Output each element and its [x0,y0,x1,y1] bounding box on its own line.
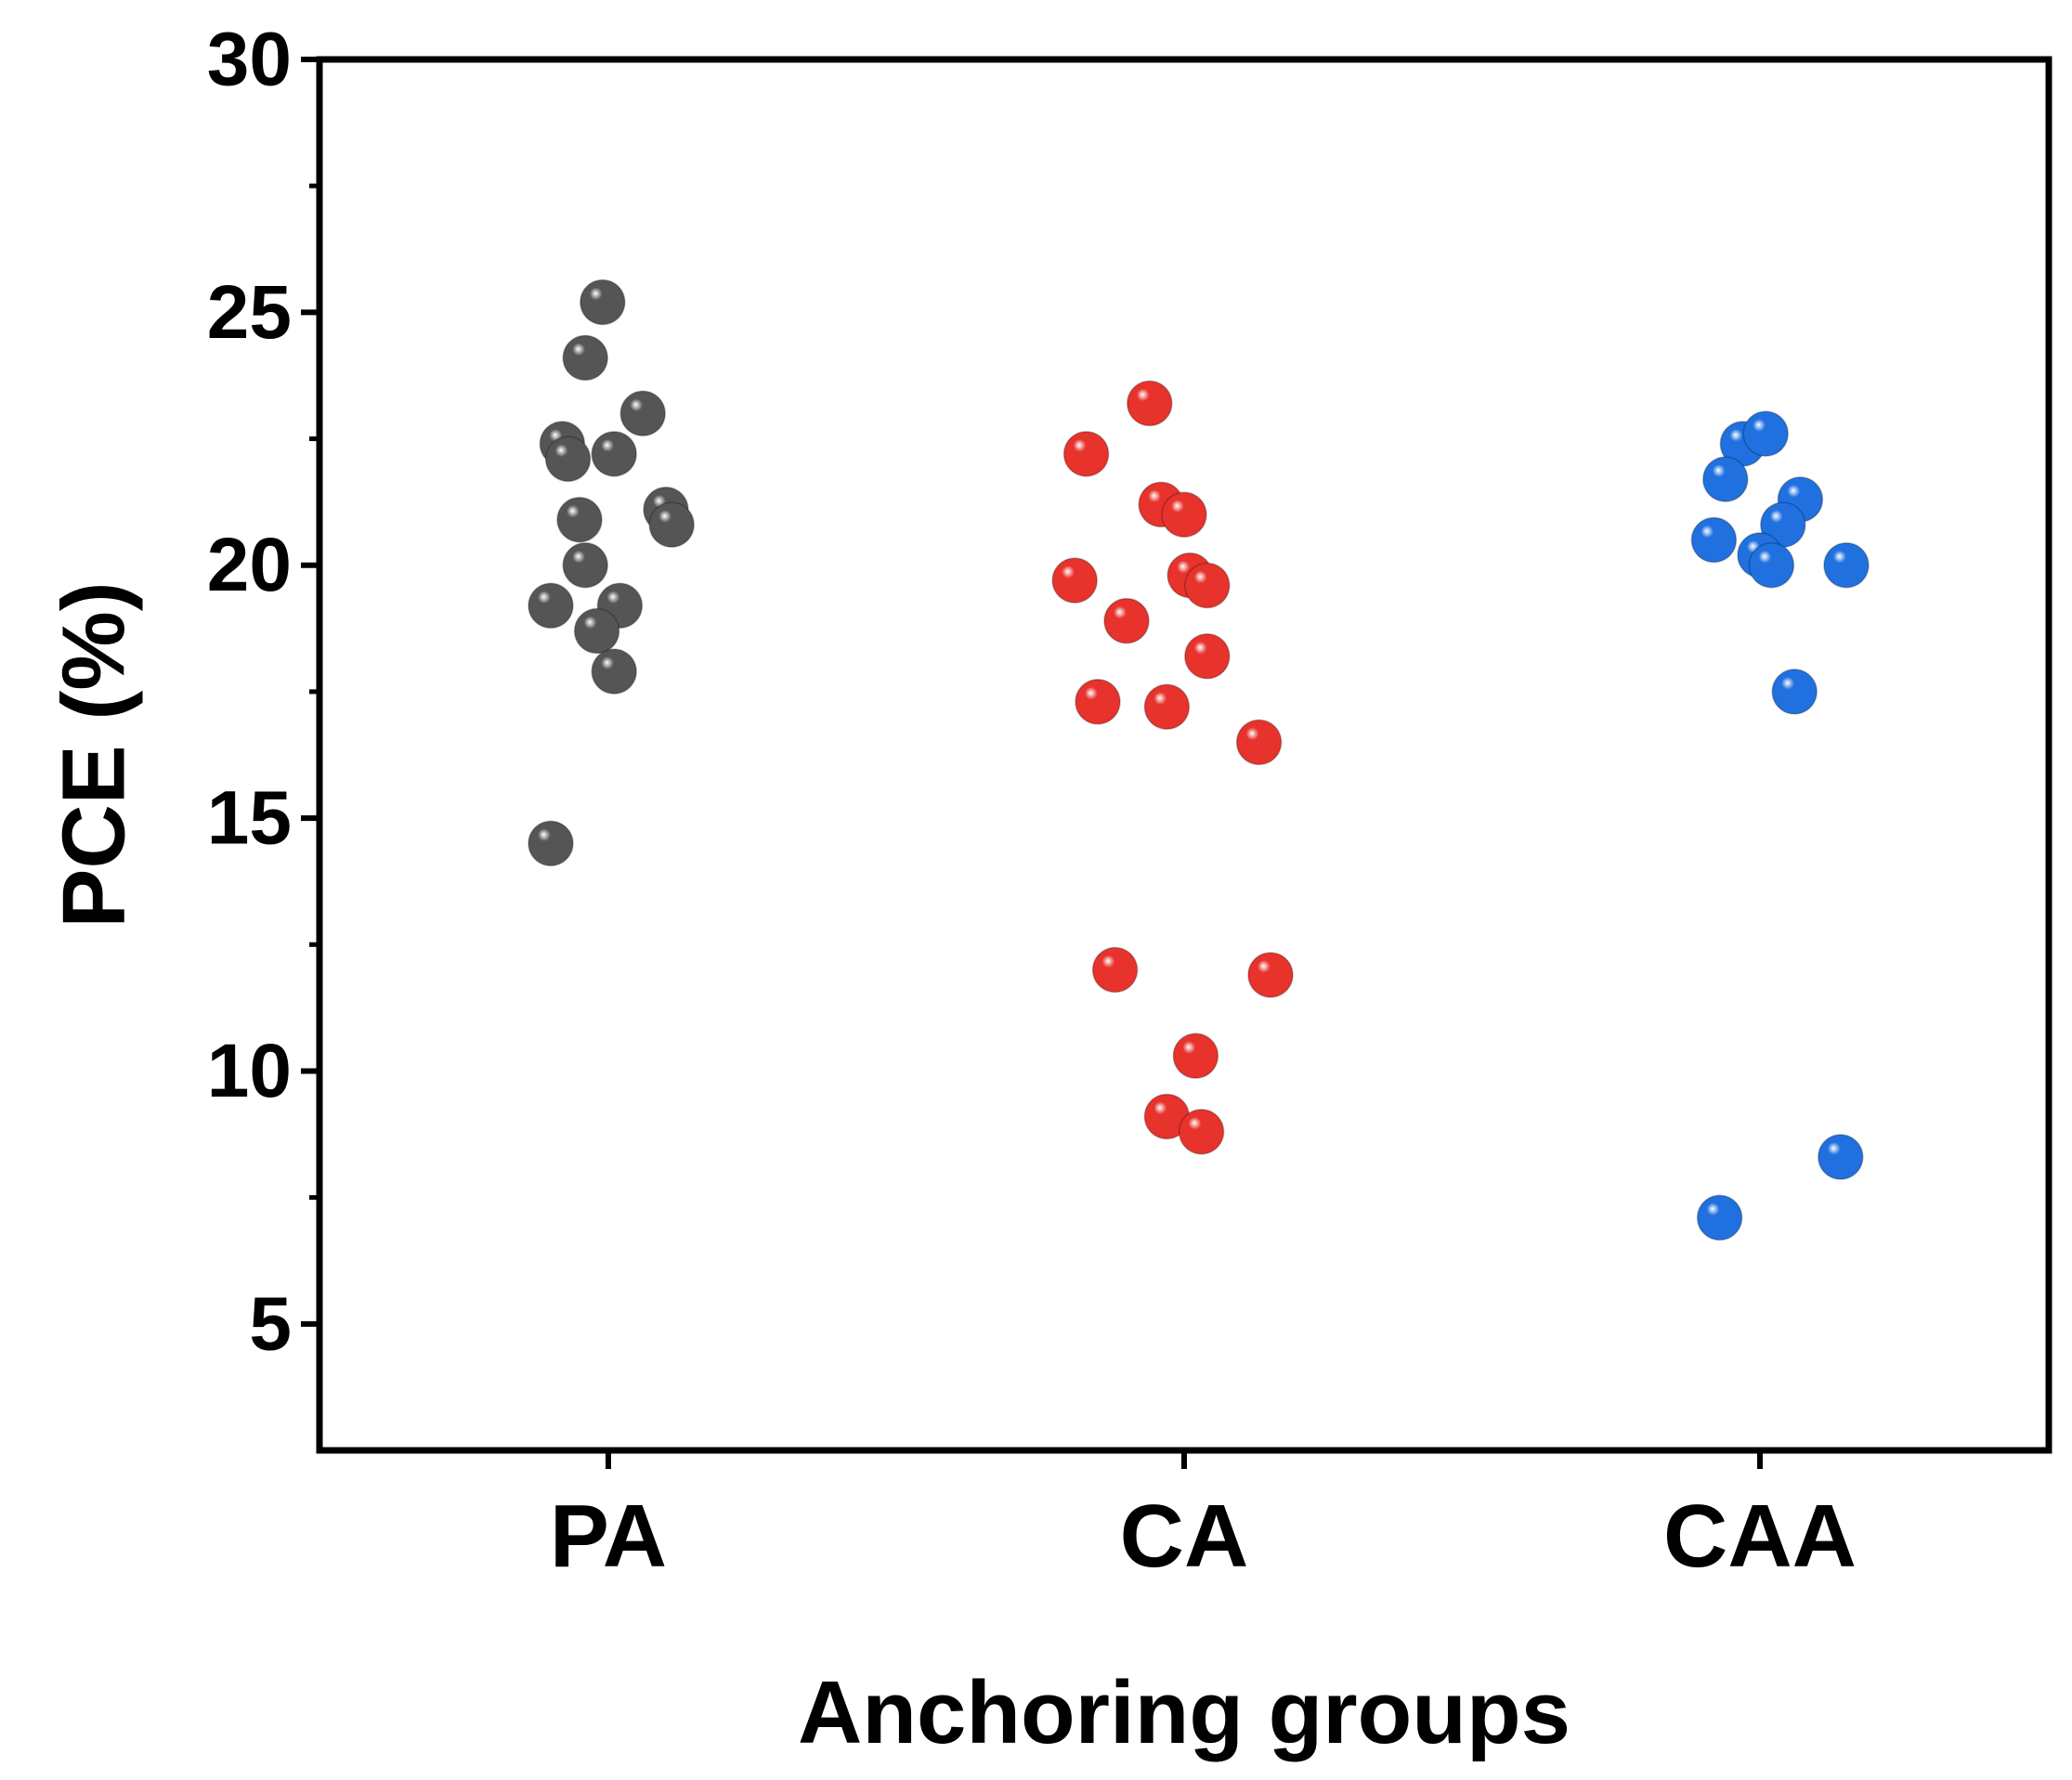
data-point-ca [1091,946,1139,994]
data-point-pa [580,279,626,326]
data-point-caa [1742,410,1789,457]
data-point-ca [1247,952,1294,998]
data-point-ca [1075,679,1121,725]
data-point-pa [562,541,608,589]
y-axis-title: PCE (%) [44,581,143,928]
data-point-ca [1161,491,1207,539]
y-axis-ticks: 5 10 15 20 25 30 [207,18,319,1366]
data-point-pa [562,334,608,382]
data-point-ca [1051,557,1098,604]
data-point-pa [591,648,637,695]
data-point-caa [1818,1134,1864,1180]
plot-frame [316,56,2052,1454]
data-point-caa [1702,456,1749,502]
data-point-ca [1184,633,1231,680]
data-point-ca [1172,1033,1219,1079]
data-point-ca [1062,431,1110,477]
series-ca [1051,380,1294,1155]
data-point-ca [1184,562,1231,609]
x-axis-title: Anchoring groups [798,1663,1570,1762]
data-point-caa [1823,541,1870,589]
data-point-pa [591,431,637,477]
data-point-pa [648,501,695,548]
y-tick-label: 5 [249,1281,292,1366]
data-point-ca [1178,1109,1225,1155]
data-point-pa [528,820,574,867]
data-point-pa [528,582,574,630]
data-point-ca [1235,719,1283,766]
data-point-pa [573,607,620,655]
data-point-caa [1696,1194,1743,1241]
data-point-pa [619,390,666,437]
data-point-ca [1127,380,1173,427]
y-tick-label: 15 [207,776,292,861]
data-point-ca [1143,683,1191,731]
data-point-caa [1771,669,1818,715]
x-tick-label-ca: CA [1120,1487,1249,1586]
y-tick-label: 10 [207,1029,292,1113]
data-point-pa [544,435,592,483]
data-point-caa [1690,516,1738,564]
y-tick-label: 30 [207,18,292,102]
y-tick-label: 25 [207,270,292,355]
data-point-pa [556,496,603,543]
x-tick-label-pa: PA [550,1487,667,1586]
data-point-ca [1103,597,1150,644]
data-point-caa [1748,541,1795,589]
x-tick-label-caa: CAA [1663,1487,1857,1586]
series-caa [1690,410,1870,1241]
series-pa [528,279,695,867]
y-tick-label: 20 [207,523,292,607]
x-axis-ticks: PA CA CAA [550,1450,1857,1586]
data-points [528,279,1870,1241]
